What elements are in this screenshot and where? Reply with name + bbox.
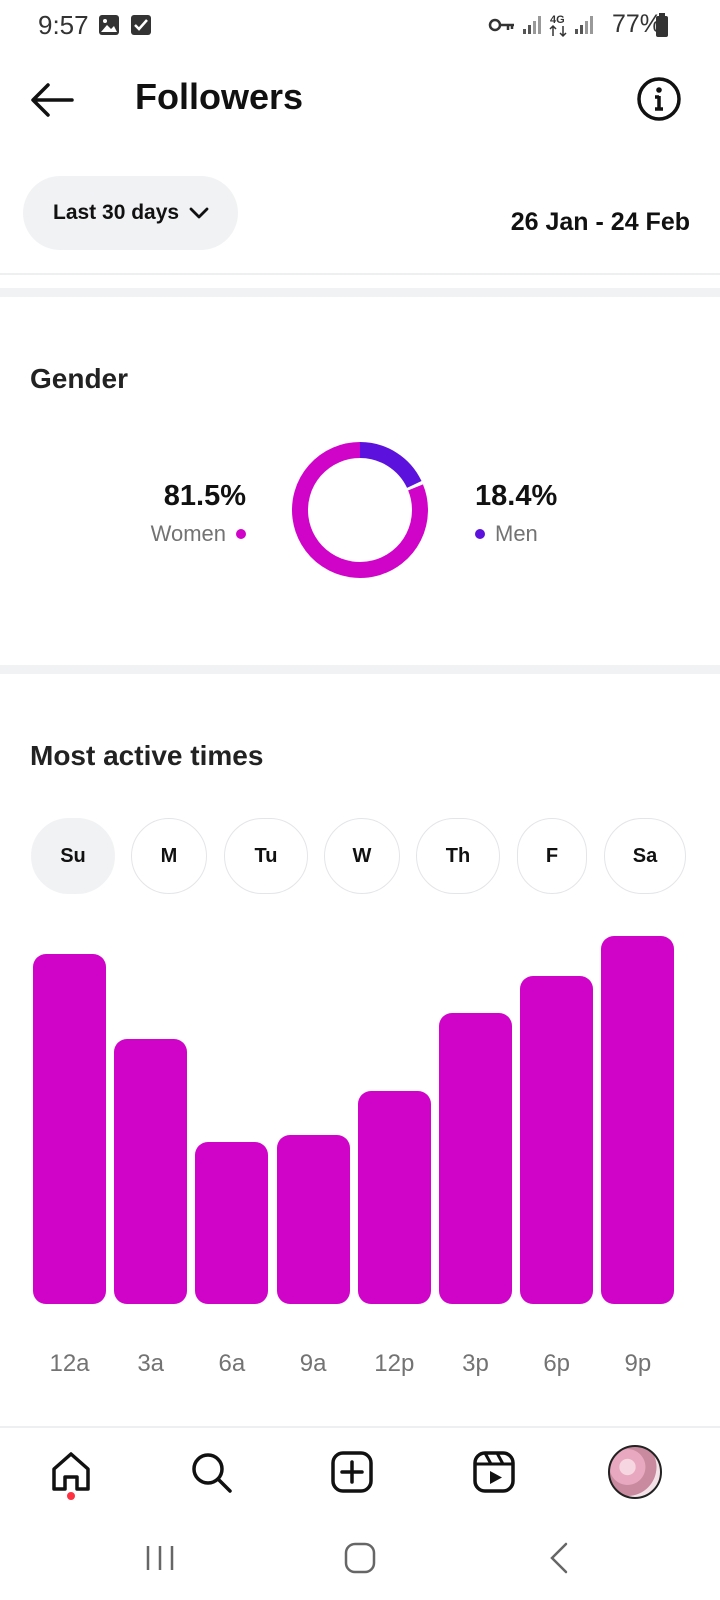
profile-avatar xyxy=(608,1445,662,1499)
back-button-icon[interactable] xyxy=(538,1538,582,1578)
day-chip-sa[interactable]: Sa xyxy=(604,818,686,894)
chart-tick-label-3p: 3p xyxy=(462,1350,489,1377)
women-dot xyxy=(236,529,246,539)
signal-2-icon xyxy=(575,16,593,34)
men-dot xyxy=(475,529,485,539)
recent-apps-icon[interactable] xyxy=(138,1538,182,1578)
section-divider xyxy=(0,665,720,674)
day-chip-f[interactable]: F xyxy=(517,818,587,894)
gallery-icon xyxy=(99,15,119,35)
women-legend: Women xyxy=(151,521,246,547)
day-chip-tu[interactable]: Tu xyxy=(224,818,308,894)
status-bar: 9:57 4G 77% xyxy=(0,0,720,52)
gender-title: Gender xyxy=(30,363,129,394)
date-range-dropdown[interactable]: Last 30 days xyxy=(23,176,238,250)
reels-icon xyxy=(473,1451,515,1493)
donut-segment-men xyxy=(359,442,422,489)
men-legend: Men xyxy=(475,521,538,547)
chart-bar-12p xyxy=(357,1090,431,1304)
back-arrow-icon[interactable] xyxy=(26,78,78,122)
chart-bar-3p xyxy=(439,1013,512,1304)
chart-tick-label-3a: 3a xyxy=(137,1350,165,1377)
chart-tick-label-9p: 9p xyxy=(624,1350,652,1377)
day-chip-m[interactable]: M xyxy=(131,818,207,894)
search-icon xyxy=(192,1453,232,1493)
battery-icon xyxy=(656,13,668,37)
date-range-text: 26 Jan - 24 Feb xyxy=(510,208,690,236)
status-time: 9:57 xyxy=(38,10,89,40)
chart-bar-6p xyxy=(520,976,594,1304)
nav-search[interactable] xyxy=(181,1442,241,1502)
date-range-label: Last 30 days xyxy=(53,201,180,224)
section-divider xyxy=(0,288,720,297)
nav-home[interactable] xyxy=(41,1442,101,1502)
gender-donut-chart xyxy=(292,442,428,578)
nav-reels[interactable] xyxy=(464,1442,524,1502)
battery-percent: 77% xyxy=(612,10,663,38)
system-navigation-bar xyxy=(0,1516,720,1600)
vpn-key-icon xyxy=(488,18,514,32)
signal-icon xyxy=(523,16,541,34)
checkbox-notification-icon xyxy=(131,15,151,35)
chart-bar-9a xyxy=(276,1134,350,1304)
chart-tick-label-9a: 9a xyxy=(299,1350,327,1377)
nav-profile[interactable] xyxy=(605,1442,665,1502)
day-selector: Su M Tu W Th F Sa xyxy=(0,818,720,894)
women-label: Women xyxy=(150,521,226,546)
page-title: Followers xyxy=(135,76,304,117)
chart-bar-6a xyxy=(195,1142,269,1304)
chart-tick-label-12p: 12p xyxy=(374,1350,415,1377)
create-icon xyxy=(331,1451,373,1493)
men-label: Men xyxy=(495,521,538,546)
chart-bar-12a xyxy=(33,954,106,1304)
men-percent: 18.4% xyxy=(475,480,558,512)
active-times-title: Most active times xyxy=(30,740,264,771)
day-chip-w[interactable]: W xyxy=(324,818,400,894)
chart-bar-3a xyxy=(114,1039,188,1304)
chevron-down-icon xyxy=(189,207,209,219)
chart-tick-label-6a: 6a xyxy=(218,1350,246,1377)
women-percent: 81.5% xyxy=(163,480,246,512)
home-notification-dot xyxy=(67,1492,75,1500)
network-4g-icon: 4G xyxy=(549,14,567,38)
info-icon[interactable] xyxy=(636,76,682,122)
chart-bar-9p xyxy=(601,936,675,1304)
home-button-icon[interactable] xyxy=(338,1538,382,1578)
active-times-bar-chart: 12a 3a 6a 9a 12p 3p 6p 9p xyxy=(0,936,720,1390)
bottom-nav xyxy=(0,1428,720,1516)
day-chip-th[interactable]: Th xyxy=(416,818,500,894)
header: Followers xyxy=(0,60,720,140)
day-chip-su[interactable]: Su xyxy=(31,818,115,894)
svg-text:4G: 4G xyxy=(550,14,565,26)
nav-create[interactable] xyxy=(322,1442,382,1502)
nav-divider xyxy=(0,1426,720,1428)
chart-tick-label-12a: 12a xyxy=(49,1350,90,1377)
donut-segment-women xyxy=(292,442,428,578)
home-icon xyxy=(52,1452,90,1491)
chart-tick-label-6p: 6p xyxy=(543,1350,571,1377)
divider xyxy=(0,273,720,275)
